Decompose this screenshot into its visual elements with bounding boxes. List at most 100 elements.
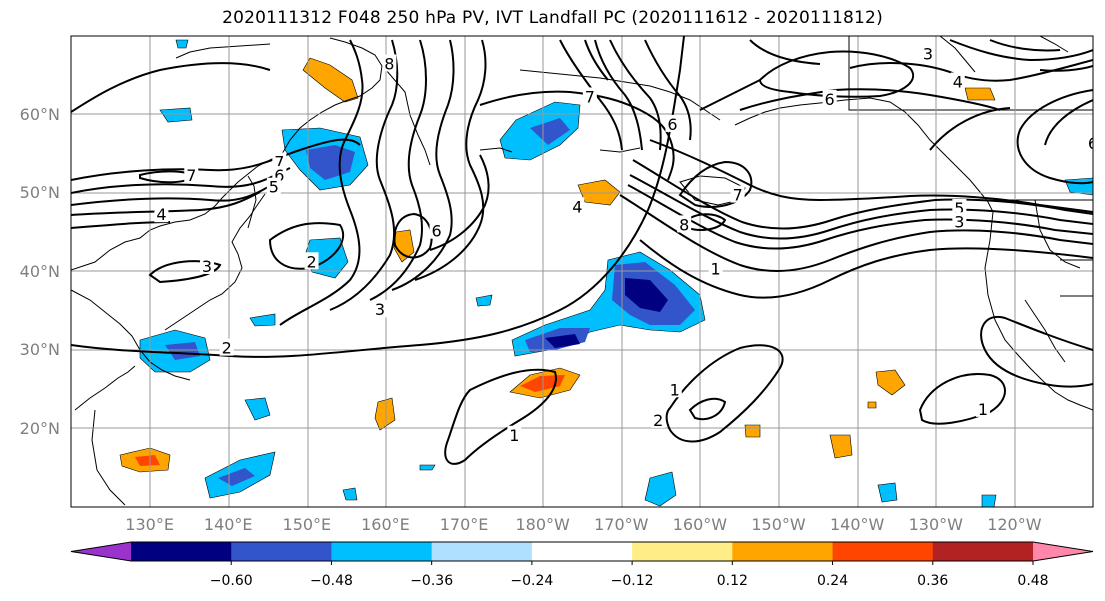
lon-label: 150°W xyxy=(751,515,806,534)
contour-label: 5 xyxy=(954,199,964,218)
colorbar-segment xyxy=(131,542,232,561)
colorbar-tick-label: −0.36 xyxy=(410,573,454,589)
contour-label: 6 xyxy=(667,115,677,134)
contour-label: 1 xyxy=(509,426,519,445)
contour-label: 4 xyxy=(953,73,963,92)
colorbar-tick-label: −0.12 xyxy=(610,573,654,589)
graticule xyxy=(71,36,1093,507)
contour-label: 3 xyxy=(954,212,964,231)
lon-label: 120°W xyxy=(987,515,1042,534)
contour-label-bg xyxy=(950,72,965,90)
contour-label: 2 xyxy=(222,339,232,358)
contour-label: 7 xyxy=(186,166,196,185)
colorbar-outline xyxy=(70,541,1094,562)
contour-label: 7 xyxy=(733,186,743,205)
colorbar-segment xyxy=(832,542,934,561)
contour-label-bg xyxy=(272,152,287,170)
colorbar-tick-label: 0.24 xyxy=(816,573,849,589)
colorbar-segment xyxy=(932,542,1034,561)
colorbar-tick-label: 0.12 xyxy=(716,573,748,589)
lat-label: 30°N xyxy=(19,340,60,359)
lat-label: 50°N xyxy=(19,183,60,202)
contour-label: 8 xyxy=(679,215,689,234)
map-title: 2020111312 F048 250 hPa PV, IVT Landfall… xyxy=(222,8,883,28)
lon-label: 170°W xyxy=(594,515,649,534)
contour-label-bg xyxy=(651,410,666,428)
contour-label: 8 xyxy=(384,54,394,73)
contour-label: 3 xyxy=(202,257,212,276)
contour-label-bg xyxy=(822,89,837,107)
contour-label: 1 xyxy=(670,380,680,399)
contour-label-bg xyxy=(1098,56,1105,73)
contour-label-bg xyxy=(184,165,199,183)
contour-label-bg xyxy=(952,212,967,230)
contour-label-bg xyxy=(667,380,682,398)
lat-label: 40°N xyxy=(19,261,60,281)
contour-label-bg xyxy=(266,177,281,195)
colorbar-tick-label: −0.60 xyxy=(209,573,253,589)
contour-label: 2 xyxy=(653,411,663,430)
contour-label-bg xyxy=(200,257,215,275)
contour-label-bg xyxy=(730,185,745,203)
contour-label-bg xyxy=(304,252,319,270)
colorbar-segment xyxy=(331,542,433,561)
colorbar-tick-label: 0.48 xyxy=(1017,573,1049,589)
map-frame xyxy=(70,35,1094,508)
contour-label-bg xyxy=(952,198,967,216)
contour-label: 6 xyxy=(825,90,835,109)
colorbar-segment xyxy=(732,542,834,561)
contour-label-bg xyxy=(1086,133,1093,151)
contour-label-bg xyxy=(582,87,597,105)
lat-label: 20°N xyxy=(19,418,60,438)
ivt-contours xyxy=(71,36,1093,465)
colorbar-extend-min xyxy=(71,542,131,561)
colorbar-segment xyxy=(632,542,733,561)
colorbar-extend-max xyxy=(1033,542,1093,561)
pv-shading xyxy=(119,39,1093,507)
lon-label: 130°E xyxy=(125,515,174,534)
contour-label: 1 xyxy=(978,400,988,419)
contour-label: 3 xyxy=(923,44,933,63)
contour-label-bg xyxy=(975,399,990,417)
contour-label-bg xyxy=(507,425,522,443)
lon-label: 160°E xyxy=(361,515,410,534)
lon-label: 160°W xyxy=(672,515,728,534)
lon-label: 140°W xyxy=(829,515,885,534)
contour-label: 3 xyxy=(375,300,385,319)
colorbar-segment xyxy=(231,542,332,561)
contour-label-bg xyxy=(219,338,234,356)
contour-label-bg xyxy=(382,54,397,72)
contour-label-bg xyxy=(372,300,387,318)
coastlines xyxy=(71,36,1093,506)
lon-label: 130°W xyxy=(908,515,963,534)
colorbar-segment xyxy=(531,542,633,561)
contour-label: 2 xyxy=(306,252,316,271)
contour-label: 4 xyxy=(572,197,582,216)
lon-label: 140°E xyxy=(203,515,253,534)
contour-label: 5 xyxy=(269,178,279,197)
contour-label: 6 xyxy=(1088,134,1098,153)
lat-label: 60°N xyxy=(19,104,60,124)
colorbar xyxy=(70,541,1094,565)
contour-label: 6 xyxy=(431,222,441,241)
colorbar-tick-label: −0.48 xyxy=(309,573,353,589)
colorbar-tick-label: −0.24 xyxy=(510,573,554,589)
contour-label: 5 xyxy=(1100,56,1105,75)
contour-label-bg xyxy=(708,259,723,277)
contour-label-bg xyxy=(665,114,680,132)
contour-label-bg xyxy=(677,215,692,233)
colorbar-segment xyxy=(431,542,533,561)
contour-label: 4 xyxy=(156,205,166,224)
contour-label: 7 xyxy=(274,153,284,172)
contour-label-bg xyxy=(154,205,169,223)
lon-label: 150°E xyxy=(282,515,332,534)
contour-label-bg xyxy=(570,197,585,215)
lon-label: 180°W xyxy=(515,515,570,534)
contour-label: 1 xyxy=(711,259,721,278)
contour-label: 7 xyxy=(585,87,595,106)
colorbar-tick-label: 0.36 xyxy=(917,573,949,589)
contour-label-bg xyxy=(429,221,444,239)
contour-label-bg xyxy=(920,44,935,62)
